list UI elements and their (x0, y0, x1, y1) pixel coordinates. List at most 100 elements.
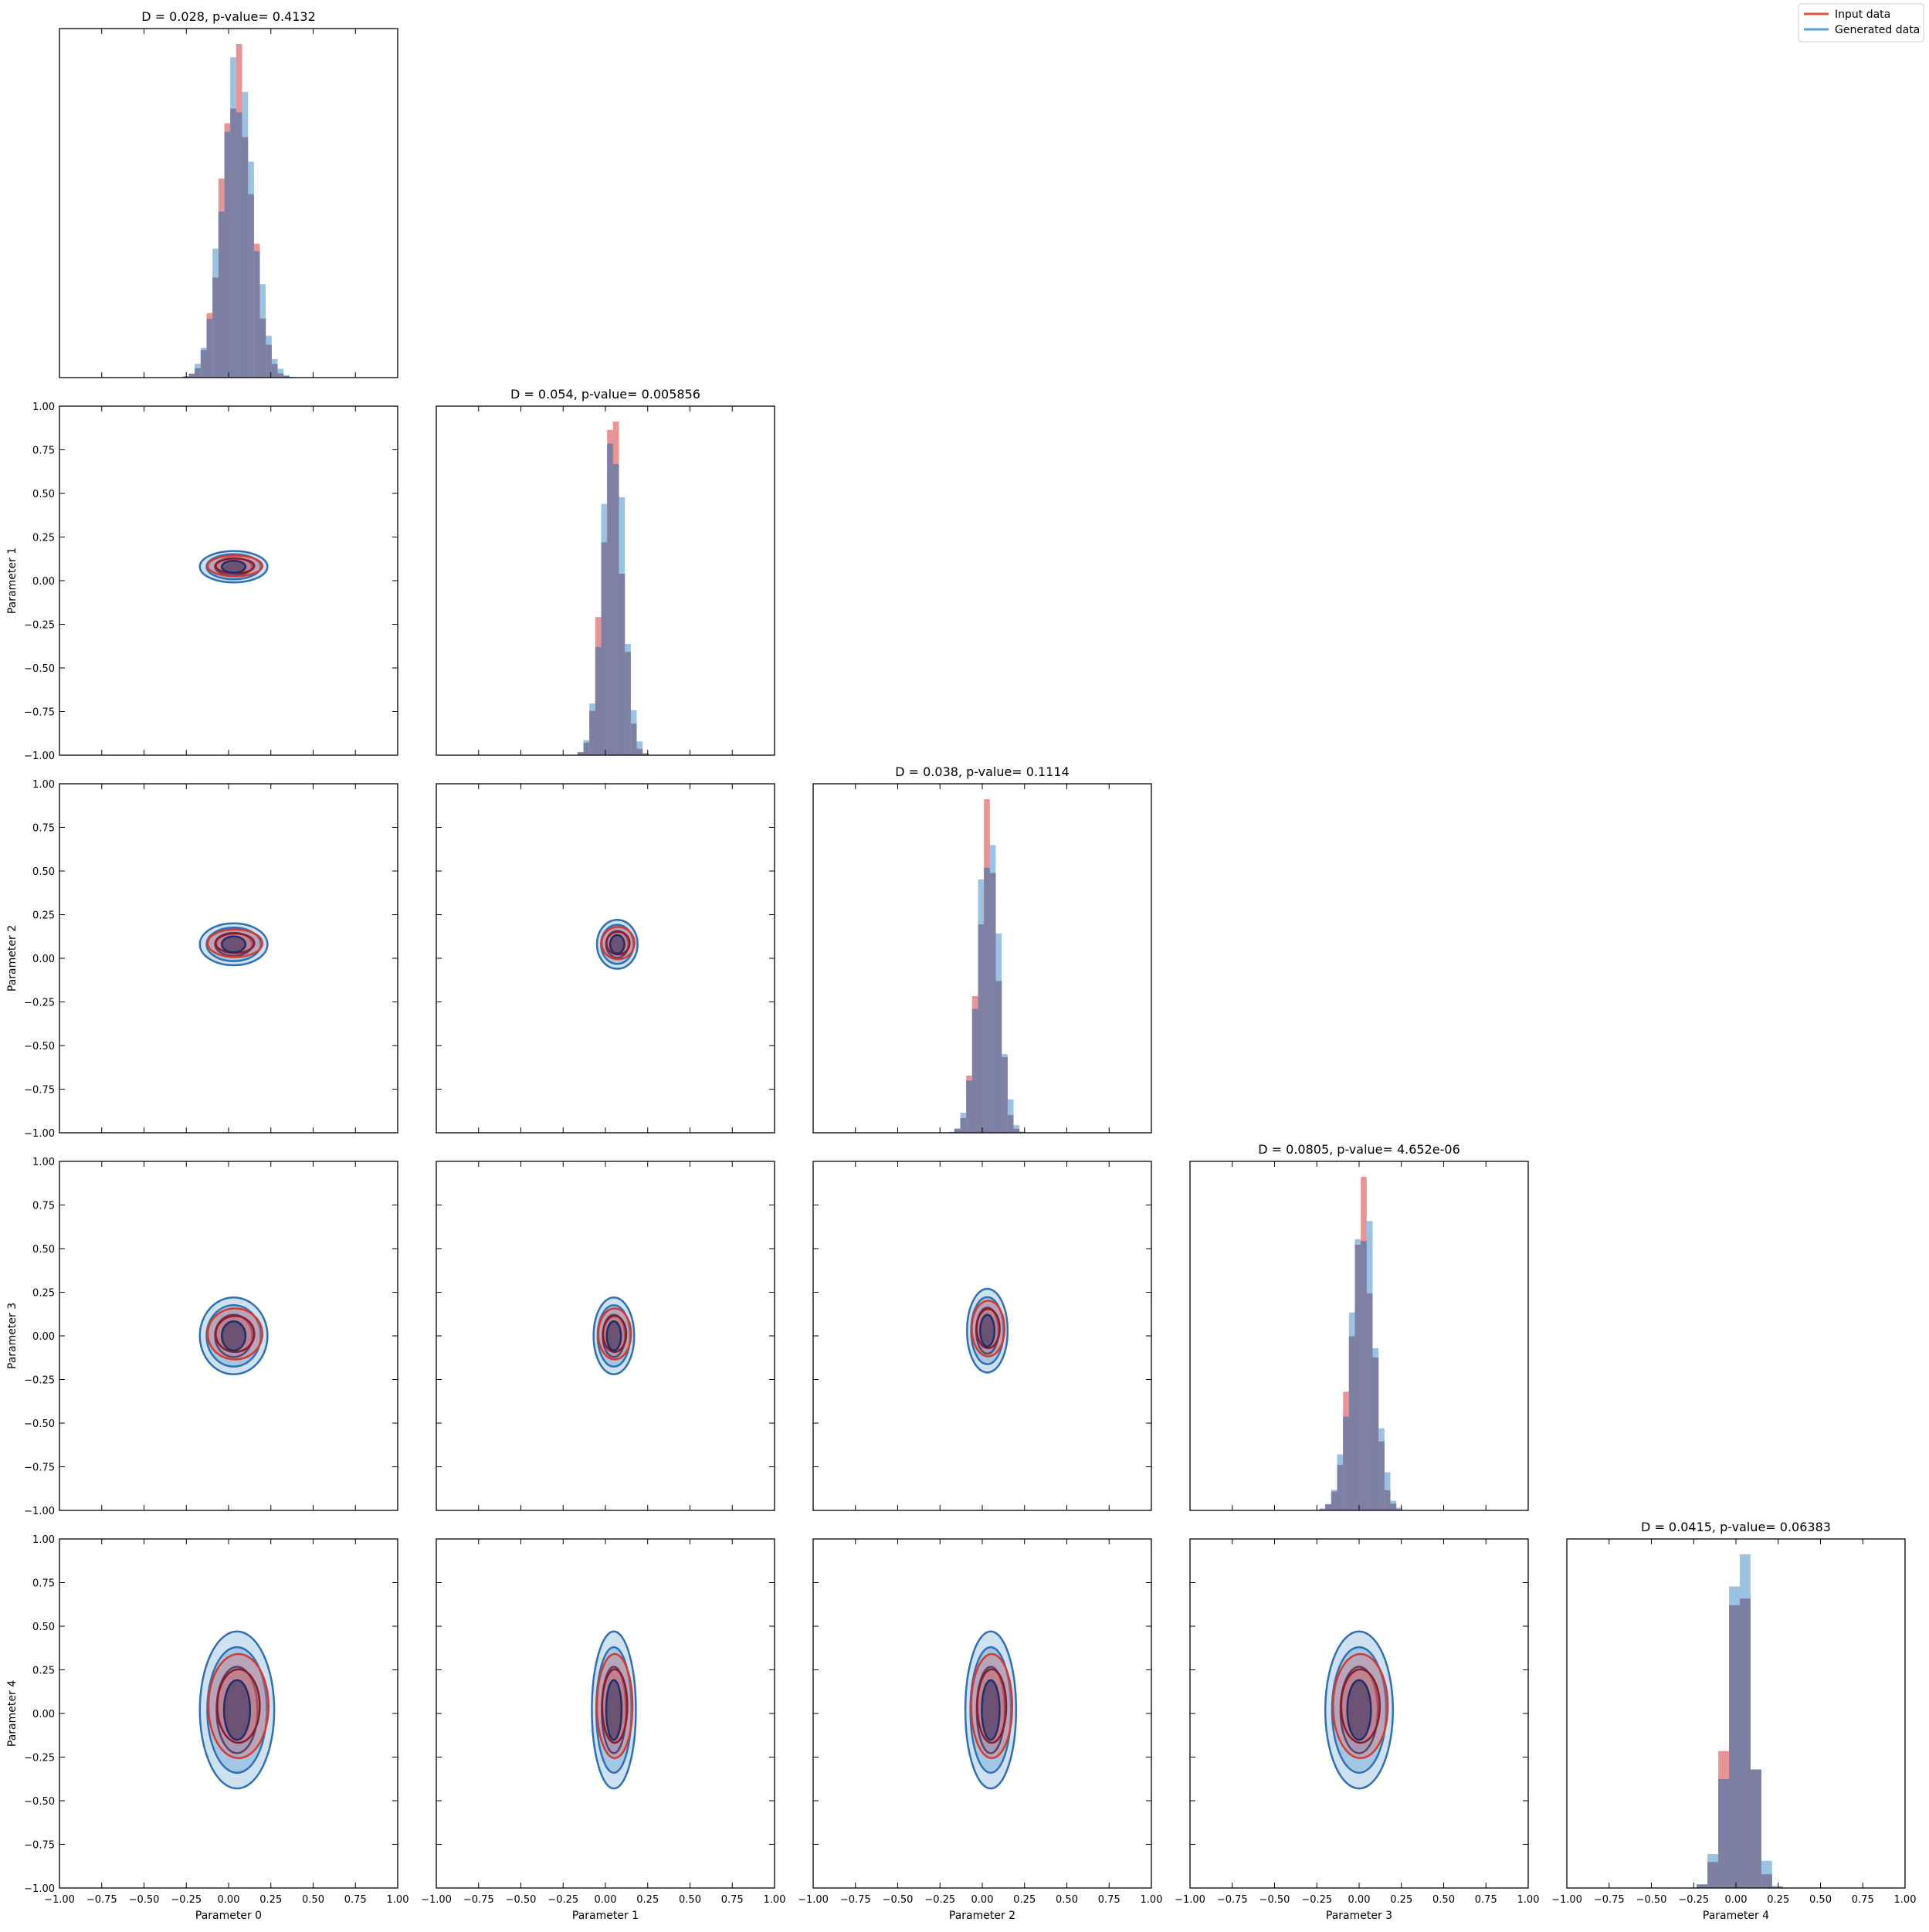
hist-bar-overlap (1378, 1442, 1385, 1510)
x-tick-label: 0.75 (1098, 1894, 1120, 1906)
x-tick-label: −0.50 (1259, 1894, 1290, 1906)
legend-label: Input data (1835, 8, 1890, 21)
contour-core (980, 1315, 994, 1347)
hist-bar-overlap (1385, 1490, 1391, 1510)
y-tick-label: 0.75 (32, 446, 55, 457)
x-tick-label: −0.75 (463, 1894, 494, 1906)
x-tick-label: −0.75 (86, 1894, 117, 1906)
hist-bar-overlap (1337, 1465, 1344, 1510)
x-tick-label: −1.00 (1175, 1894, 1205, 1906)
y-tick-label: 0.25 (32, 910, 55, 922)
x-tick-label: 0.00 (595, 1894, 617, 1906)
hist-bar-overlap (1014, 1129, 1020, 1133)
y-tick-label: 0.00 (32, 1331, 55, 1343)
x-tick-label: 0.25 (1390, 1894, 1412, 1906)
hist-bar-overlap (195, 368, 201, 378)
hist-bar-overlap (1718, 1779, 1729, 1888)
y-tick-label: −1.00 (24, 1883, 55, 1895)
x-tick-label: 0.50 (679, 1894, 701, 1906)
hist-bar-overlap (278, 374, 284, 378)
y-tick-label: 0.00 (32, 1709, 55, 1720)
hist-bar-overlap (1008, 1115, 1014, 1133)
y-tick-label: −1.00 (24, 1128, 55, 1140)
contour-core (222, 937, 246, 953)
x-tick-label: −0.25 (924, 1894, 955, 1906)
y-tick-label: −0.75 (24, 1463, 55, 1474)
y-tick-label: −1.00 (24, 751, 55, 762)
hist-bar-overlap (260, 319, 266, 378)
hist-bar-overlap (230, 109, 236, 378)
scatter-panel-2 (436, 784, 775, 1133)
x-tick-label: 0.25 (1767, 1894, 1789, 1906)
hist-bar-overlap (207, 319, 213, 378)
x-tick-label: 0.00 (218, 1894, 240, 1906)
y-axis-label: Parameter 3 (6, 1303, 19, 1369)
hist-bar-overlap (954, 1129, 961, 1133)
scatter-panel-3: −1.00−0.75−0.50−0.250.000.250.500.751.00 (24, 1157, 398, 1517)
hist-bar-overlap (201, 350, 207, 378)
x-tick-label: −0.25 (171, 1894, 202, 1906)
legend-label: Generated data (1835, 24, 1920, 36)
hist-bar-overlap (966, 1080, 972, 1133)
hist-bar-overlap (248, 195, 254, 378)
diag-panel-3: D = 0.0805, p-value= 4.652e-06 (1190, 1142, 1528, 1510)
y-tick-label: 0.25 (32, 1288, 55, 1300)
y-tick-label: −0.50 (24, 1418, 55, 1430)
panel-title: D = 0.0805, p-value= 4.652e-06 (1258, 1142, 1460, 1157)
hist-bar-overlap (961, 1118, 967, 1133)
x-axis-label: Parameter 1 (572, 1910, 639, 1922)
x-tick-label: −0.25 (1678, 1894, 1709, 1906)
y-tick-label: 1.00 (32, 1157, 55, 1168)
contour-core (606, 1680, 622, 1740)
hist-bar-overlap (242, 137, 249, 378)
hist-bar-overlap (1367, 1293, 1373, 1510)
scatter-panel-0: −1.00−0.75−0.50−0.250.000.250.500.751.00 (24, 402, 398, 762)
panel-title: D = 0.038, p-value= 0.1114 (895, 764, 1070, 779)
scatter-panel-6: −1.00−1.00−0.75−0.75−0.50−0.50−0.25−0.25… (24, 1534, 409, 1906)
x-axis-label: Parameter 4 (1703, 1910, 1769, 1922)
y-tick-label: −0.25 (24, 620, 55, 632)
hist-bar-overlap (613, 464, 619, 755)
hist-bar-overlap (1729, 1605, 1740, 1888)
y-tick-label: 0.50 (32, 866, 55, 878)
x-tick-label: 1.00 (1894, 1894, 1917, 1906)
y-tick-label: −1.00 (24, 1506, 55, 1517)
hist-bar-overlap (1751, 1770, 1761, 1888)
y-axis-label: Parameter 1 (6, 547, 19, 614)
hist-bar-overlap (219, 212, 225, 378)
diag-panel-2: D = 0.038, p-value= 0.1114 (813, 764, 1151, 1133)
contour-core (222, 1321, 246, 1351)
y-tick-label: 1.00 (32, 1534, 55, 1546)
x-tick-label: 0.25 (259, 1894, 282, 1906)
contour-core (222, 561, 246, 572)
hist-bar-overlap (272, 364, 278, 378)
y-tick-label: −0.75 (24, 1840, 55, 1852)
hist-bar-overlap (1391, 1503, 1397, 1510)
y-tick-label: −0.25 (24, 1753, 55, 1764)
hist-bar-overlap (631, 724, 637, 755)
y-axis-label: Parameter 2 (6, 925, 19, 991)
x-tick-label: 0.25 (636, 1894, 659, 1906)
x-tick-label: 0.50 (1432, 1894, 1455, 1906)
panel-title: D = 0.054, p-value= 0.005856 (510, 387, 700, 402)
scatter-panel-1: −1.00−0.75−0.50−0.250.000.250.500.751.00 (24, 779, 398, 1140)
y-tick-label: 0.75 (32, 1201, 55, 1212)
scatter-panel-4 (436, 1161, 775, 1510)
hist-bar-overlap (1355, 1245, 1361, 1510)
hist-bar-overlap (1373, 1357, 1379, 1510)
hist-bar-overlap (1707, 1862, 1718, 1888)
hist-bar-overlap (990, 873, 996, 1133)
legend: Input data Generated data (1798, 4, 1924, 42)
contour-core (981, 1680, 999, 1740)
hist-bar-overlap (972, 1009, 978, 1133)
x-tick-label: −0.25 (1301, 1894, 1332, 1906)
contour-core (224, 1680, 250, 1740)
hist-bar-overlap (1325, 1504, 1331, 1510)
x-tick-label: −0.50 (129, 1894, 160, 1906)
x-tick-label: 0.75 (344, 1894, 367, 1906)
diag-panel-0: D = 0.028, p-value= 0.4132 (59, 9, 398, 378)
diag-panel-4: D = 0.0415, p-value= 0.06383−1.00−0.75−0… (1551, 1520, 1916, 1906)
x-tick-label: 1.00 (764, 1894, 786, 1906)
hist-bar-overlap (589, 711, 595, 755)
